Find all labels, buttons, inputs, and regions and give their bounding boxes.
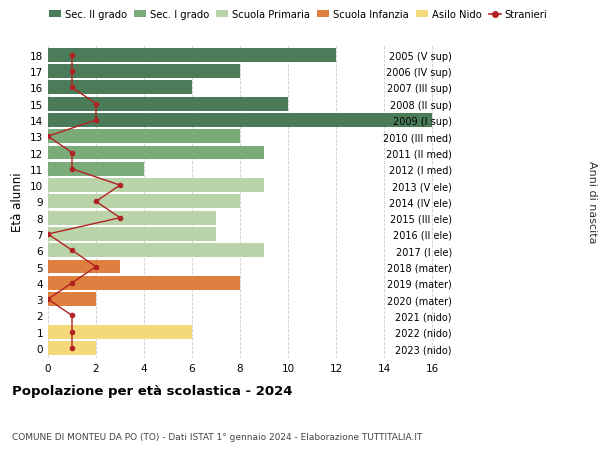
- Bar: [48, 65, 240, 79]
- Bar: [48, 195, 240, 209]
- Bar: [48, 114, 432, 128]
- Bar: [48, 276, 240, 290]
- Y-axis label: Età alunni: Età alunni: [11, 172, 25, 232]
- Bar: [48, 81, 192, 95]
- Text: Popolazione per età scolastica - 2024: Popolazione per età scolastica - 2024: [12, 384, 293, 397]
- Bar: [48, 244, 264, 257]
- Bar: [48, 162, 144, 176]
- Bar: [48, 146, 264, 160]
- Bar: [48, 49, 336, 62]
- Bar: [48, 130, 240, 144]
- Bar: [48, 341, 96, 355]
- Bar: [48, 97, 288, 112]
- Bar: [48, 228, 216, 241]
- Bar: [48, 179, 264, 193]
- Bar: [48, 292, 96, 307]
- Bar: [48, 260, 120, 274]
- Legend: Sec. II grado, Sec. I grado, Scuola Primaria, Scuola Infanzia, Asilo Nido, Stran: Sec. II grado, Sec. I grado, Scuola Prim…: [49, 10, 548, 20]
- Bar: [48, 325, 192, 339]
- Text: COMUNE DI MONTEU DA PO (TO) - Dati ISTAT 1° gennaio 2024 - Elaborazione TUTTITAL: COMUNE DI MONTEU DA PO (TO) - Dati ISTAT…: [12, 431, 422, 441]
- Bar: [48, 211, 216, 225]
- Text: Anni di nascita: Anni di nascita: [587, 161, 597, 243]
